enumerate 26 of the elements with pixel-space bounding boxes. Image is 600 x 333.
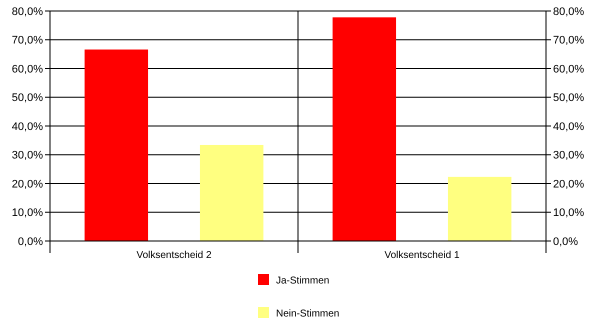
y2-tick-label: 60,0% [553, 63, 584, 76]
y-tick-label: 80,0% [12, 6, 44, 18]
y2-tick-label: 80,0% [553, 6, 584, 18]
y2-tick-label: 10,0% [553, 207, 584, 220]
y-tick-label: 10,0% [12, 207, 44, 220]
y2-tick-label: 20,0% [553, 178, 584, 190]
bar [200, 144, 264, 241]
bar [84, 50, 148, 241]
y-tick-label: 70,0% [12, 34, 44, 47]
x-tick-label: Volksentscheid 2 [136, 250, 212, 261]
legend-label: Nein-Stimmen [276, 308, 340, 320]
y2-tick-label: 30,0% [553, 150, 584, 162]
bar [448, 176, 512, 241]
y2-tick-label: 0,0% [553, 236, 578, 248]
y-tick-label: 50,0% [12, 92, 44, 104]
x-tick-label: Volksentscheid 1 [384, 250, 460, 261]
legend-label: Ja-Stimmen [276, 276, 330, 286]
y-tick-label: 40,0% [12, 120, 44, 133]
y2-tick-label: 40,0% [553, 120, 584, 133]
y-tick-label: 0,0% [18, 236, 44, 248]
y-tick-label: 20,0% [12, 178, 44, 190]
y2-tick-label: 70,0% [553, 34, 584, 47]
y2-tick-label: 50,0% [553, 92, 584, 104]
bar [332, 17, 396, 241]
y-tick-label: 60,0% [12, 63, 44, 76]
y-tick-label: 30,0% [12, 150, 44, 162]
